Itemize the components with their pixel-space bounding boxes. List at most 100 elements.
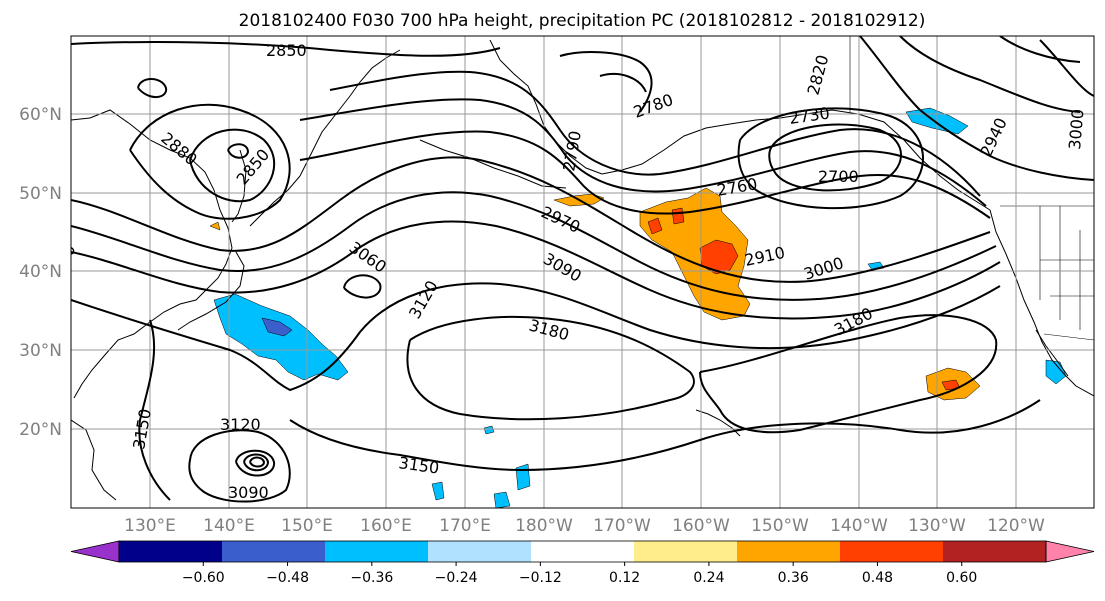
coast-north-america — [989, 209, 1094, 397]
contour-3180-east — [699, 314, 998, 434]
latitude-labels: 60°N 50°N 40°N 30°N 20°N — [19, 105, 62, 440]
colorbar-swatch — [325, 541, 429, 562]
contour-typhoon-1 — [235, 449, 276, 477]
contour-2850-loop — [189, 128, 276, 203]
lon-label-150e: 150°E — [281, 516, 333, 536]
colorbar-tick-label: 0.12 — [609, 570, 640, 586]
contour-label: 3090 — [228, 483, 269, 502]
lon-label-180w: 180°W — [515, 516, 573, 536]
longitude-labels: 130°E 140°E 150°E 160°E 170°E 180°W 170°… — [124, 516, 1045, 536]
contour-ne-1 — [859, 36, 1094, 181]
precip-positive-east-core — [941, 379, 961, 391]
lon-label-160e: 160°E — [360, 516, 412, 536]
coast-china — [71, 419, 117, 501]
precip-positive-tiny — [209, 221, 221, 231]
colorbar-swatch — [119, 541, 223, 562]
contour-2790 — [559, 51, 653, 113]
contour-north-2 — [299, 98, 987, 207]
lat-label-30n: 30°N — [19, 341, 62, 361]
colorbar-tick-label: 0.60 — [946, 570, 977, 586]
contour-3090 — [71, 282, 1001, 392]
contour-west-3 — [71, 220, 1001, 320]
lat-label-50n: 50°N — [19, 184, 62, 204]
lon-label-140e: 140°E — [203, 516, 255, 536]
contour-2880-loop — [129, 103, 291, 220]
colorbar-tick-label: 0.36 — [778, 570, 809, 586]
coast-alaska-west — [489, 39, 603, 175]
colorbar-tick-label: −0.24 — [435, 570, 478, 586]
colorbar-swatch — [634, 541, 738, 562]
contour-2850-north — [71, 41, 501, 57]
contour-north-1 — [329, 70, 981, 197]
coast-baja — [1035, 329, 1069, 377]
colorbar-frame — [118, 540, 1047, 563]
contour-west-2 — [71, 191, 997, 301]
border-us-mexico — [1043, 333, 1094, 341]
contour-label: 2700 — [818, 167, 859, 186]
contour-typhoon-3 — [249, 456, 266, 468]
colorbar-tick-label: −0.12 — [519, 570, 562, 586]
contour-2730 — [737, 107, 924, 210]
lat-label-20n: 20°N — [19, 420, 62, 440]
lon-label-140w: 140°W — [830, 516, 888, 536]
precip-negative-small-3 — [431, 481, 445, 501]
coast-kuril — [249, 175, 301, 227]
colorbar-tick-label: 0.48 — [862, 570, 893, 586]
precip-negative-small-6 — [483, 425, 495, 435]
contour-3060-loop — [343, 274, 382, 299]
lon-label-130e: 130°E — [124, 516, 176, 536]
lon-label-120w: 120°W — [987, 516, 1045, 536]
lat-label-40n: 40°N — [19, 262, 62, 282]
lon-label-160w: 160°W — [672, 516, 730, 536]
colorbar-tick-label: −0.36 — [350, 570, 393, 586]
contour-small-loop-nw — [137, 78, 168, 98]
colorbar-swatch — [222, 541, 326, 562]
map-title: 2018102400 F030 700 hPa height, precipit… — [239, 11, 926, 31]
precip-negative-japan-core — [261, 317, 293, 337]
colorbar-swatch — [840, 541, 944, 562]
lon-label-170e: 170°E — [439, 516, 491, 536]
lon-label-130w: 130°W — [908, 516, 966, 536]
contour-3150 — [138, 319, 1041, 501]
colorbar-swatch — [428, 541, 532, 562]
colorbar: −0.60 −0.48 −0.36 −0.24 −0.12 0.12 0.24 0.36 0.4… — [70, 540, 1095, 586]
contour-label-edge: 20 — [53, 241, 80, 268]
height-contours — [71, 36, 1094, 503]
contour-3120-south — [188, 429, 291, 503]
coast-sakhalin — [231, 149, 247, 223]
precip-positive-central-core-3 — [671, 207, 685, 225]
coast-aleutians — [419, 139, 567, 189]
contour-2700-loop — [768, 123, 902, 192]
lat-label-60n: 60°N — [19, 105, 62, 125]
coast-japan — [177, 251, 245, 331]
contour-ne-2 — [899, 36, 1094, 113]
precip-negative-japan — [213, 293, 349, 381]
colorbar-extend-low — [70, 540, 120, 563]
precip-shading — [209, 107, 1067, 508]
colorbar-swatch — [531, 541, 635, 562]
lon-label-170w: 170°W — [593, 516, 651, 536]
border-states — [1039, 206, 1094, 330]
contour-west-1 — [71, 156, 991, 283]
lon-label-150w: 150°W — [751, 516, 809, 536]
colorbar-tick-label: −0.60 — [182, 570, 225, 586]
coast-kamchatka — [299, 49, 401, 177]
colorbar-extend-high — [1045, 540, 1095, 563]
contour-label: 3120 — [220, 415, 261, 434]
precip-positive-central-core-2 — [647, 217, 663, 235]
colorbar-tick-label: 0.24 — [693, 570, 724, 586]
contour-label: 3000 — [1065, 108, 1087, 150]
contour-label: 2850 — [266, 41, 307, 60]
colorbar-tick-label: −0.48 — [266, 570, 309, 586]
colorbar-swatch — [943, 541, 1047, 562]
contour-3180-loop — [406, 315, 695, 421]
borders — [849, 36, 1094, 341]
contour-north-3 — [299, 130, 991, 219]
precip-positive-central — [639, 187, 751, 321]
contour-typhoon-2 — [243, 453, 270, 472]
colorbar-swatch — [737, 541, 841, 562]
contour-low-center — [227, 143, 250, 159]
precip-negative-small-4 — [493, 491, 511, 508]
map-frame — [70, 35, 1095, 509]
